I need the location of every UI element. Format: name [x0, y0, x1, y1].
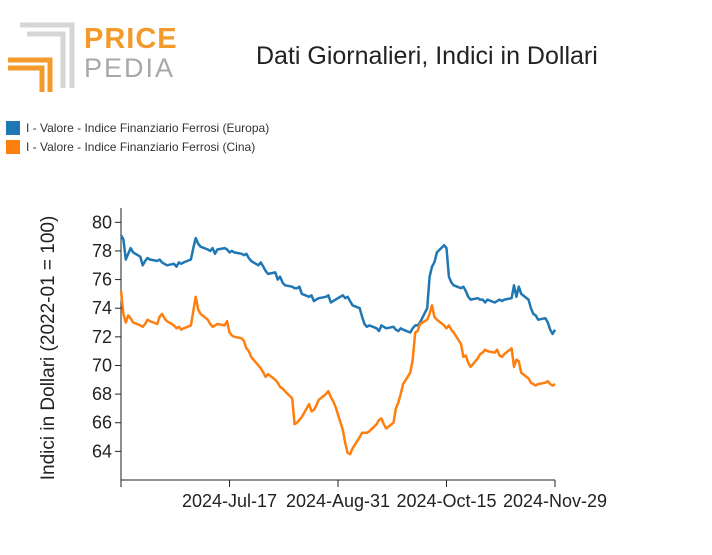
y-tick-label: 80	[92, 212, 112, 232]
y-tick-label: 74	[92, 298, 112, 318]
y-tick-label: 78	[92, 241, 112, 261]
x-tick-label: 2024-Jul-17	[182, 491, 277, 511]
x-tick-label: 2024-Aug-31	[286, 491, 390, 511]
y-tick-label: 76	[92, 270, 112, 290]
y-tick-label: 66	[92, 413, 112, 433]
legend-item-cina[interactable]: I - Valore - Indice Finanziario Ferrosi …	[6, 137, 269, 156]
series-line-cina	[119, 290, 556, 456]
series-line-europa	[119, 234, 557, 336]
y-tick-label: 70	[92, 355, 112, 375]
y-axis-title: Indici in Dollari (2022-01 = 100)	[38, 216, 59, 481]
series-lines	[119, 234, 557, 456]
logo-mark	[8, 22, 75, 92]
legend-swatch-cina	[6, 139, 20, 154]
legend-swatch-europa	[6, 120, 20, 135]
logo-word-price: PRICE	[84, 23, 178, 55]
legend-label-europa: I - Valore - Indice Finanziario Ferrosi …	[26, 120, 270, 135]
logo-word-pedia: PEDIA	[84, 53, 176, 83]
y-tick-label: 64	[92, 441, 112, 461]
axes: 64 66 68 70 72 74 76 78 80 2024-Jul-17 2024-Aug-31…	[92, 208, 607, 511]
legend-label-cina: I - Valore - Indice Finanziario Ferrosi …	[26, 139, 256, 154]
x-tick-label: 2024-Oct-15	[396, 491, 496, 511]
y-tick-label: 68	[92, 384, 112, 404]
legend-item-europa[interactable]: I - Valore - Indice Finanziario Ferrosi …	[6, 118, 269, 137]
chart-title: Dati Giornalieri, Indici in Dollari	[256, 42, 598, 70]
y-tick-label: 72	[92, 327, 112, 347]
pricepedia-logo: PRICE PEDIA	[6, 22, 177, 94]
legend: I - Valore - Indice Finanziario Ferrosi …	[6, 118, 269, 156]
x-tick-label: 2024-Nov-29	[503, 491, 607, 511]
